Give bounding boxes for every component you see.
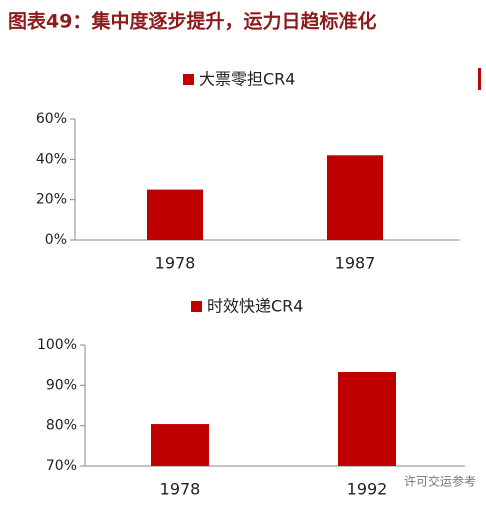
bar <box>147 189 203 240</box>
legend-swatch <box>183 74 194 85</box>
y-tick-label: 40% <box>36 151 67 167</box>
bar <box>151 424 209 466</box>
bar <box>327 155 383 240</box>
x-tick-label: 1987 <box>335 254 376 273</box>
legend-label: 时效快递CR4 <box>207 297 303 316</box>
y-tick-label: 100% <box>37 337 77 353</box>
watermark: 许可交运参考 <box>404 474 476 489</box>
y-tick-label: 0% <box>45 232 67 248</box>
x-tick-label: 1992 <box>347 480 388 499</box>
legend-swatch <box>191 301 202 312</box>
y-tick-label: 20% <box>36 192 67 208</box>
y-tick-label: 80% <box>46 418 77 434</box>
y-tick-label: 60% <box>36 111 67 127</box>
bar <box>338 372 396 466</box>
x-tick-label: 1978 <box>160 480 201 499</box>
x-tick-label: 1978 <box>155 254 196 273</box>
y-tick-label: 70% <box>46 458 77 474</box>
legend-label: 大票零担CR4 <box>199 70 295 89</box>
y-tick-label: 90% <box>46 377 77 393</box>
page-title: 图表49：集中度逐步提升，运力日趋标准化 <box>8 10 376 33</box>
edge-mark <box>478 68 481 90</box>
